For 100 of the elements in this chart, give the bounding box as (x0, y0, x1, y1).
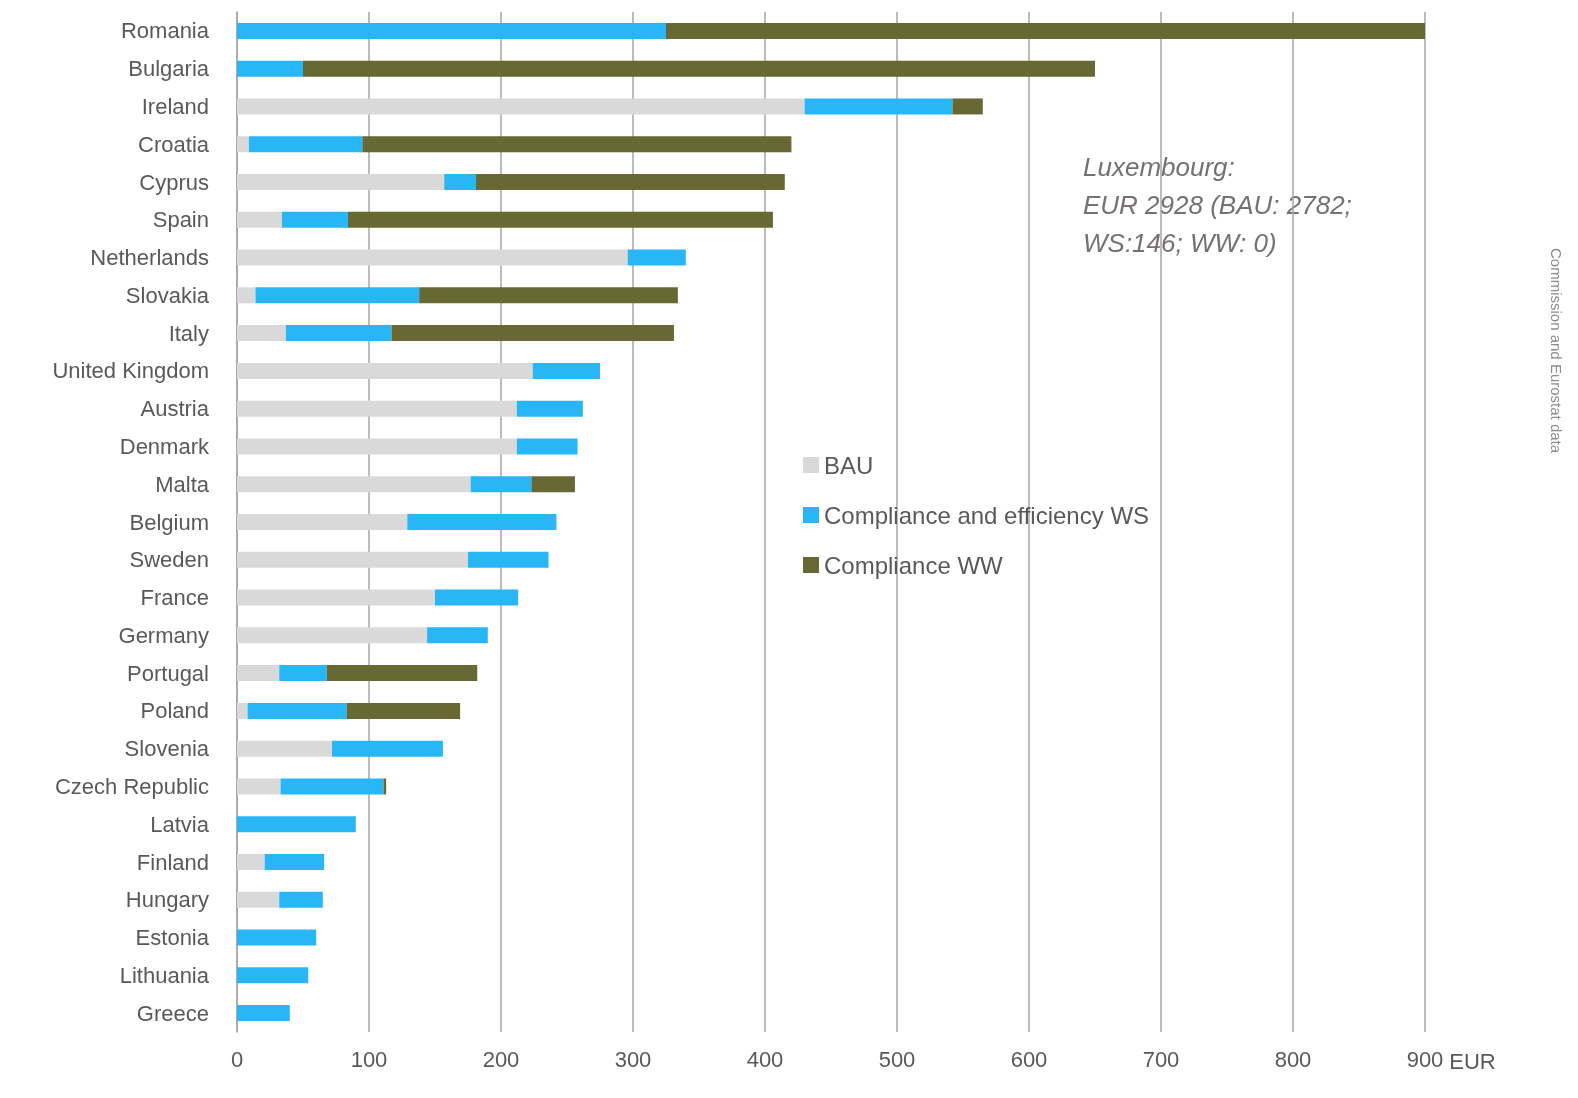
bar (248, 136, 363, 153)
x-tick-label: 400 (746, 1046, 784, 1072)
x-tick-label: 900 (1406, 1046, 1444, 1072)
bar (362, 136, 792, 153)
y-tick-label: Malta (155, 471, 210, 497)
y-tick-label: Slovakia (125, 282, 210, 308)
bar (435, 589, 519, 606)
bar (332, 740, 443, 757)
bar (475, 174, 785, 190)
bar (237, 211, 282, 228)
bar (264, 854, 325, 870)
bar (237, 476, 471, 493)
bar (237, 816, 356, 833)
bar (237, 967, 309, 984)
x-tick-label: 800 (1274, 1046, 1312, 1072)
y-tick-label: France (140, 585, 209, 611)
annotation: Luxembourg: EUR 2928 (BAU: 2782; WS:146; WW: 0) (1083, 152, 1352, 258)
bar (237, 362, 533, 379)
y-tick-label: Lithuania (119, 962, 210, 988)
x-axis-title: EUR (1449, 1048, 1496, 1074)
bar (468, 551, 549, 568)
bar (470, 476, 532, 493)
bar (419, 287, 678, 304)
bar (237, 891, 280, 908)
bar (237, 438, 517, 455)
bar (303, 60, 1095, 77)
bar (627, 249, 686, 266)
bar (237, 60, 303, 77)
bar (279, 891, 323, 908)
y-tick-label: Denmark (119, 433, 210, 459)
y-tick-label: Belgium (129, 509, 209, 535)
bar (281, 211, 348, 228)
bar (346, 702, 461, 719)
bar (237, 1005, 290, 1022)
bar (237, 514, 408, 530)
y-tick-label: Slovenia (124, 736, 210, 762)
bar (237, 287, 256, 304)
bar (427, 627, 488, 644)
legend-label: Compliance and efficiency WS (824, 501, 1150, 529)
x-tick-label: 0 (230, 1046, 244, 1072)
y-tick-label: Austria (140, 396, 210, 422)
y-tick-label: Spain (152, 207, 209, 233)
y-tick-label: Finland (136, 849, 209, 875)
x-tick-label: 600 (1010, 1046, 1048, 1072)
x-tick-label: 300 (614, 1046, 652, 1072)
x-tick-label: 700 (1142, 1046, 1180, 1072)
legend-label: BAU (824, 451, 874, 479)
bar (237, 551, 468, 568)
y-tick-label: Cyprus (139, 169, 209, 195)
bar (347, 211, 773, 228)
bar (532, 362, 600, 379)
bar (237, 174, 445, 190)
bar (804, 98, 953, 115)
bar (516, 438, 578, 455)
bar (247, 702, 347, 719)
bar (516, 400, 583, 417)
bar (444, 174, 476, 190)
text: Commission and Eurostat data (1548, 248, 1565, 454)
bar (237, 778, 281, 795)
bar (237, 249, 628, 266)
bar (255, 287, 420, 304)
bar (237, 627, 428, 644)
y-tick-label: Sweden (129, 547, 209, 573)
y-tick-label: Estonia (135, 925, 210, 951)
bar (237, 589, 435, 606)
y-tick-label: Poland (140, 698, 209, 724)
bar (237, 136, 249, 153)
legend-label: Compliance WW (824, 551, 1004, 579)
x-tick-label: 100 (350, 1046, 388, 1072)
bar (237, 22, 666, 39)
y-tick-label: Latvia (150, 811, 210, 837)
bar (237, 740, 333, 757)
y-tick-label: Greece (136, 1000, 209, 1026)
bar (326, 665, 478, 682)
bar (531, 476, 575, 493)
bar (666, 22, 1425, 39)
bar (237, 325, 286, 342)
y-tick-label: United Kingdom (52, 358, 209, 384)
y-tick-label: Germany (118, 622, 209, 648)
y-tick-label: Czech Republic (54, 773, 209, 799)
bar (237, 98, 805, 115)
y-tick-label: Romania (120, 18, 210, 44)
y-tick-label: Croatia (138, 131, 210, 157)
x-tick-label: 500 (878, 1046, 916, 1072)
y-tick-label: Netherlands (90, 245, 209, 271)
y-tick-label: Hungary (125, 887, 209, 913)
y-tick-label: Bulgaria (128, 56, 210, 82)
bar (237, 400, 517, 417)
bar (237, 665, 280, 682)
bar (279, 665, 327, 682)
bar (237, 854, 265, 870)
bar (952, 98, 983, 115)
bar (285, 325, 392, 342)
bar (237, 702, 248, 719)
y-tick-label: Portugal (127, 660, 209, 686)
y-tick-label: Italy (168, 320, 209, 346)
y-tick-label: Ireland (141, 93, 209, 119)
x-tick-label: 200 (482, 1046, 520, 1072)
bar (237, 929, 317, 946)
bar (280, 778, 384, 795)
